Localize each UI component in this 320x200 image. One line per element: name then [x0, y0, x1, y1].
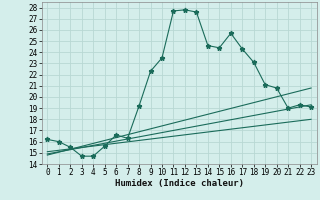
X-axis label: Humidex (Indice chaleur): Humidex (Indice chaleur)	[115, 179, 244, 188]
